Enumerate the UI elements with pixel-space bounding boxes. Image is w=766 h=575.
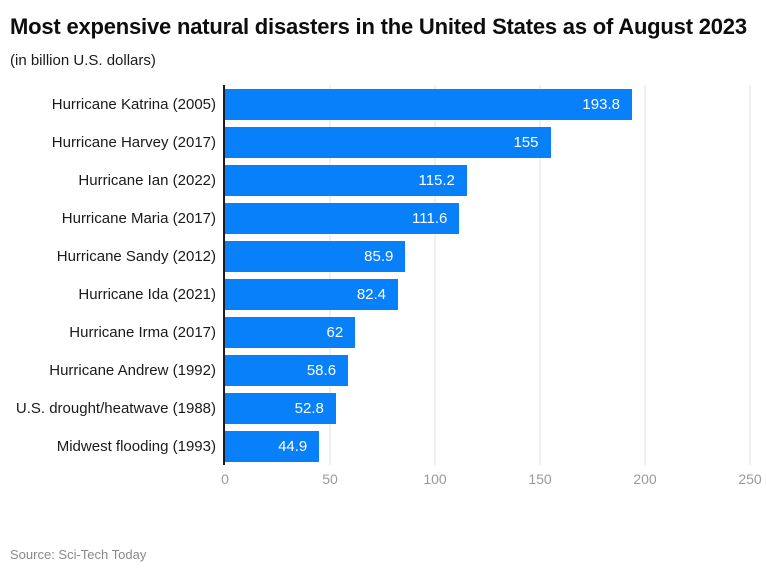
bar-track: 193.8 bbox=[225, 88, 750, 120]
bar-row: Hurricane Sandy (2012) 85.9 bbox=[10, 237, 750, 275]
source-caption: Source: Sci-Tech Today bbox=[10, 547, 147, 562]
category-label: Hurricane Harvey (2017) bbox=[51, 133, 216, 151]
category-label: Midwest flooding (1993) bbox=[56, 437, 216, 455]
bar: 44.9 bbox=[225, 430, 320, 462]
bar-track: 155 bbox=[225, 126, 750, 158]
bar-row: Hurricane Ida (2021) 82.4 bbox=[10, 275, 750, 313]
category-label: Hurricane Maria (2017) bbox=[61, 209, 216, 227]
category-label: U.S. drought/heatwave (1988) bbox=[15, 399, 216, 417]
bar-track: 115.2 bbox=[225, 164, 750, 196]
chart-subtitle: (in billion U.S. dollars) bbox=[10, 52, 156, 69]
value-label: 62 bbox=[326, 323, 344, 341]
bar-track: 111.6 bbox=[225, 202, 750, 234]
x-axis-ticks: 0 50 100 150 200 250 bbox=[221, 471, 762, 489]
bar-track: 44.9 bbox=[225, 430, 750, 462]
bar: 82.4 bbox=[225, 278, 399, 310]
value-label: 193.8 bbox=[582, 95, 620, 113]
bar-row: Midwest flooding (1993) 44.9 bbox=[10, 427, 750, 465]
bar-row: Hurricane Irma (2017) 62 bbox=[10, 313, 750, 351]
bar-track: 52.8 bbox=[225, 392, 750, 424]
gridline bbox=[329, 85, 331, 465]
bar: 193.8 bbox=[225, 88, 632, 120]
gridline bbox=[749, 85, 751, 465]
gridline bbox=[434, 85, 436, 465]
bar: 111.6 bbox=[225, 202, 460, 234]
value-label: 115.2 bbox=[418, 171, 455, 189]
value-label: 52.8 bbox=[294, 399, 324, 417]
value-label: 111.6 bbox=[412, 209, 448, 227]
value-label: 58.6 bbox=[306, 361, 337, 379]
value-label: 44.9 bbox=[278, 437, 308, 455]
bar: 52.8 bbox=[225, 392, 336, 424]
x-tick-label: 250 bbox=[738, 471, 762, 487]
category-label: Hurricane Irma (2017) bbox=[69, 323, 216, 341]
gridline bbox=[539, 85, 541, 465]
bar: 62 bbox=[225, 316, 356, 348]
bar-row: Hurricane Harvey (2017) 155 bbox=[10, 123, 750, 161]
bar-rows: Hurricane Katrina (2005) 193.8 Hurricane H… bbox=[10, 85, 750, 465]
x-tick-label: 150 bbox=[528, 471, 552, 487]
bar-chart: Hurricane Katrina (2005) 193.8 Hurricane H… bbox=[10, 85, 762, 489]
bar-track: 62 bbox=[225, 316, 750, 348]
x-tick-label: 0 bbox=[221, 471, 229, 487]
bar-row: Hurricane Andrew (1992) 58.6 bbox=[10, 351, 750, 389]
bar-row: Hurricane Maria (2017) 111.6 bbox=[10, 199, 750, 237]
category-label: Hurricane Andrew (1992) bbox=[49, 361, 216, 379]
x-tick-label: 100 bbox=[423, 471, 447, 487]
value-label: 82.4 bbox=[356, 285, 387, 303]
chart-title: Most expensive natural disasters in the … bbox=[10, 14, 747, 39]
x-tick-label: 50 bbox=[322, 471, 338, 487]
bar-row: Hurricane Ian (2022) 115.2 bbox=[10, 161, 750, 199]
category-label: Hurricane Ian (2022) bbox=[78, 171, 216, 189]
grid-layer bbox=[225, 85, 751, 465]
bar-track: 82.4 bbox=[225, 278, 750, 310]
bar-track: 58.6 bbox=[225, 354, 750, 386]
category-label: Hurricane Sandy (2012) bbox=[56, 247, 216, 265]
gridline bbox=[644, 85, 646, 465]
x-tick-label: 200 bbox=[633, 471, 657, 487]
bar-row: Hurricane Katrina (2005) 193.8 bbox=[10, 85, 750, 123]
category-label: Hurricane Ida (2021) bbox=[78, 285, 216, 303]
value-label: 85.9 bbox=[364, 247, 394, 265]
value-label: 155 bbox=[513, 133, 539, 151]
bar-row: U.S. drought/heatwave (1988) 52.8 bbox=[10, 389, 750, 427]
bar: 115.2 bbox=[225, 164, 467, 196]
category-label: Hurricane Katrina (2005) bbox=[51, 95, 216, 113]
bar: 155 bbox=[225, 126, 551, 158]
bar-track: 85.9 bbox=[225, 240, 750, 272]
y-axis-line bbox=[223, 85, 225, 465]
bar: 58.6 bbox=[225, 354, 349, 386]
bar: 85.9 bbox=[225, 240, 406, 272]
